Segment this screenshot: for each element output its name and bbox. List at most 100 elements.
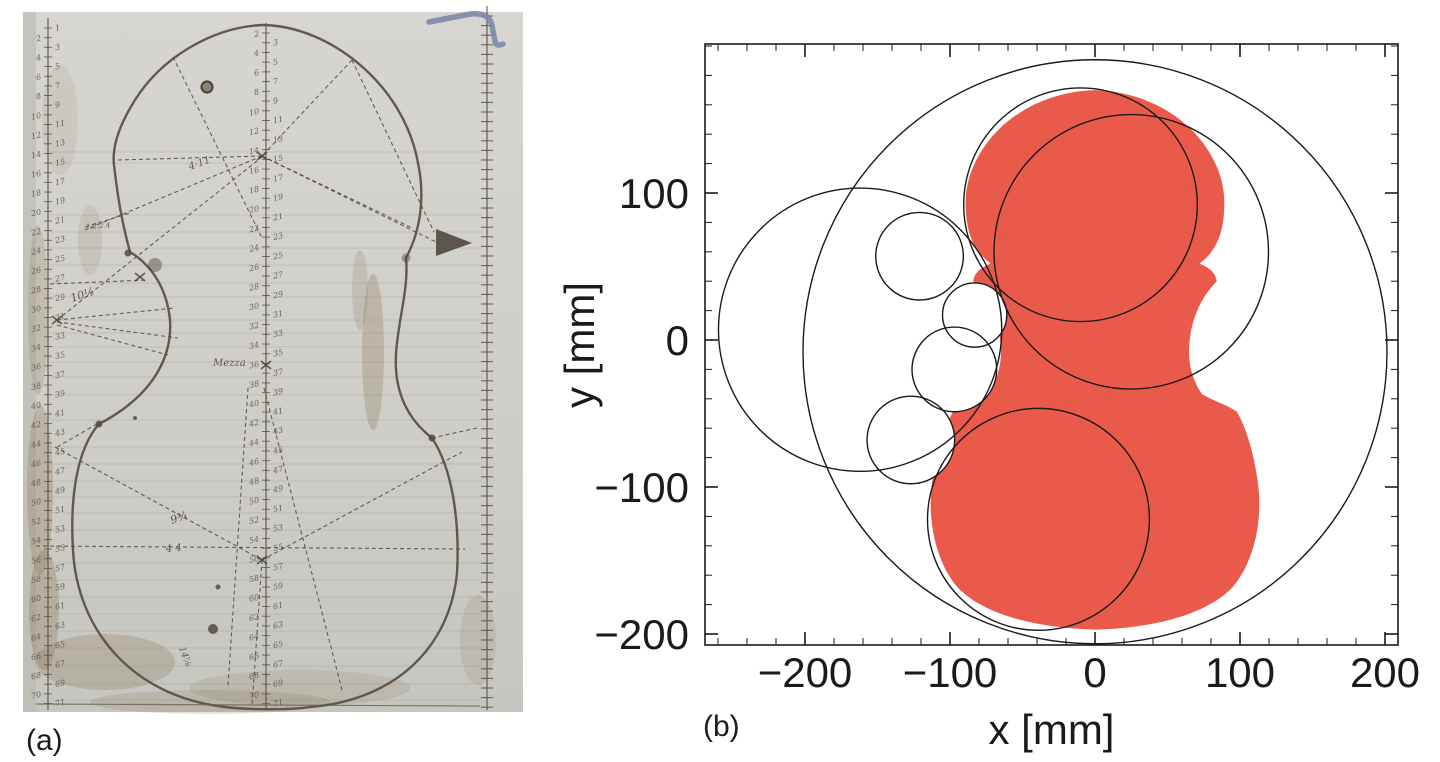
construction-dashed-line bbox=[227, 387, 249, 687]
construction-dashed-line bbox=[54, 446, 263, 561]
ruler-number: 5 bbox=[54, 62, 61, 72]
ruler-number: 45 bbox=[271, 445, 284, 456]
paper-stain bbox=[90, 690, 330, 714]
ruler-number: 65 bbox=[54, 640, 66, 651]
x-tick-label: 200 bbox=[1350, 649, 1420, 696]
construction-dashed-line bbox=[35, 545, 466, 550]
ruler-number: 28 bbox=[247, 282, 260, 293]
ruler-number: 64 bbox=[30, 632, 42, 643]
axis-tick-labels: −200 −100 0 100 200 100 0 −100 −200 bbox=[594, 170, 1420, 696]
x-tick-label: 100 bbox=[1205, 649, 1275, 696]
ruler-number: 52 bbox=[30, 516, 42, 527]
ink-ring-spot bbox=[200, 80, 214, 94]
ruler-number: 43 bbox=[53, 427, 66, 438]
paper-edge-shadow bbox=[23, 12, 36, 712]
construction-dashed-line bbox=[56, 423, 98, 448]
ruler-number: 44 bbox=[247, 437, 260, 448]
ruler-number: 42 bbox=[247, 418, 260, 429]
ruler-number: 64 bbox=[248, 632, 260, 643]
ruler-number: 15 bbox=[272, 153, 284, 164]
ruler-number: 34 bbox=[248, 340, 260, 351]
ruler-number: 57 bbox=[54, 562, 67, 573]
ink-smudge bbox=[401, 253, 411, 263]
ruler-number: 68 bbox=[248, 671, 260, 682]
ruler-number: 8 bbox=[253, 87, 260, 97]
cross-mark bbox=[51, 315, 63, 325]
ruler-number: 56 bbox=[248, 554, 260, 565]
ruler-number: 24 bbox=[29, 246, 42, 257]
ink-spot bbox=[215, 584, 221, 590]
ruler-number: 11 bbox=[272, 114, 284, 125]
ruler-number: 2 bbox=[252, 29, 260, 39]
ruler-number: 67 bbox=[54, 659, 67, 670]
ruler-number: 30 bbox=[30, 304, 42, 315]
ruler-number: 6 bbox=[35, 72, 42, 82]
ruler-number: 63 bbox=[54, 620, 66, 631]
cross-mark bbox=[260, 360, 272, 370]
paper-stain bbox=[78, 205, 102, 275]
paper-stain bbox=[190, 670, 410, 706]
ruler-number: 45 bbox=[53, 447, 66, 458]
ink-spot bbox=[428, 434, 436, 442]
ruler-number: 8 bbox=[35, 92, 42, 102]
ruler-number: 60 bbox=[248, 593, 260, 604]
ruler-number: 13 bbox=[54, 138, 66, 149]
y-tick-label: −200 bbox=[594, 611, 689, 658]
ruler-number: 12 bbox=[30, 130, 42, 141]
ruler-number: 66 bbox=[248, 651, 260, 662]
paper-stain bbox=[42, 65, 78, 175]
handwritten-annotation: 9¾ bbox=[169, 509, 190, 527]
ruler-number: 39 bbox=[54, 389, 66, 400]
paper-stain bbox=[27, 405, 53, 575]
construction-circle bbox=[717, 187, 1003, 473]
ruler-number: 19 bbox=[272, 192, 284, 203]
ruler-number: 25 bbox=[271, 251, 284, 262]
handwritten-annotation: 4 4 bbox=[164, 543, 182, 555]
ruler-number: 10 bbox=[30, 111, 42, 122]
ruler-number: 18 bbox=[30, 188, 42, 199]
ruler-number: 22 bbox=[29, 227, 42, 238]
ruler-number: 36 bbox=[30, 362, 42, 373]
ruler-number: 65 bbox=[272, 639, 284, 650]
construction-dashed-line bbox=[351, 59, 435, 233]
ruler-number: 21 bbox=[271, 212, 284, 223]
left-ruler: 1234567891011121314151617181920212223242… bbox=[29, 18, 67, 710]
ruler-number: 58 bbox=[30, 574, 42, 585]
ruler-number: 41 bbox=[53, 408, 66, 419]
center-ruler: 2345678910111213141516171819202122232425… bbox=[247, 23, 285, 710]
ruler-number: 55 bbox=[54, 543, 66, 554]
violin-outline-drawing bbox=[71, 23, 459, 711]
ink-spot bbox=[208, 624, 218, 634]
ruler-number: 29 bbox=[271, 289, 284, 300]
ruler-number: 46 bbox=[29, 458, 42, 469]
ruler-number: 37 bbox=[54, 369, 67, 380]
handwritten-annotation: Mezza bbox=[212, 358, 246, 369]
paper-stain bbox=[352, 250, 368, 330]
ruler-number: 12 bbox=[248, 126, 260, 137]
construction-dashed-line bbox=[117, 155, 263, 161]
ruler-number: 22 bbox=[247, 223, 260, 234]
ruler-number: 35 bbox=[272, 348, 284, 359]
ruler-number: 48 bbox=[247, 476, 260, 487]
x-tick-label: −100 bbox=[903, 649, 998, 696]
ruler-number: 17 bbox=[54, 176, 67, 187]
ruler-number: 4 bbox=[34, 53, 42, 63]
ruler-number: 32 bbox=[248, 321, 260, 332]
construction-dashed-line bbox=[261, 155, 439, 244]
ruler-number: 59 bbox=[54, 582, 66, 593]
ruler-number: 3 bbox=[272, 38, 279, 48]
x-tick-label: −200 bbox=[758, 649, 853, 696]
ruler-number: 10 bbox=[248, 107, 260, 118]
ruler-number: 66 bbox=[30, 651, 42, 662]
ruler-number: 47 bbox=[271, 464, 285, 475]
ruler-number: 9 bbox=[54, 100, 61, 110]
ruler-number: 51 bbox=[54, 504, 66, 515]
ruler-number: 28 bbox=[29, 285, 42, 296]
ruler-number: 58 bbox=[248, 573, 260, 584]
construction-circle bbox=[993, 113, 1270, 390]
triangle-marker bbox=[436, 229, 472, 256]
violin-red-region bbox=[930, 90, 1260, 630]
construction-circle bbox=[911, 326, 998, 413]
